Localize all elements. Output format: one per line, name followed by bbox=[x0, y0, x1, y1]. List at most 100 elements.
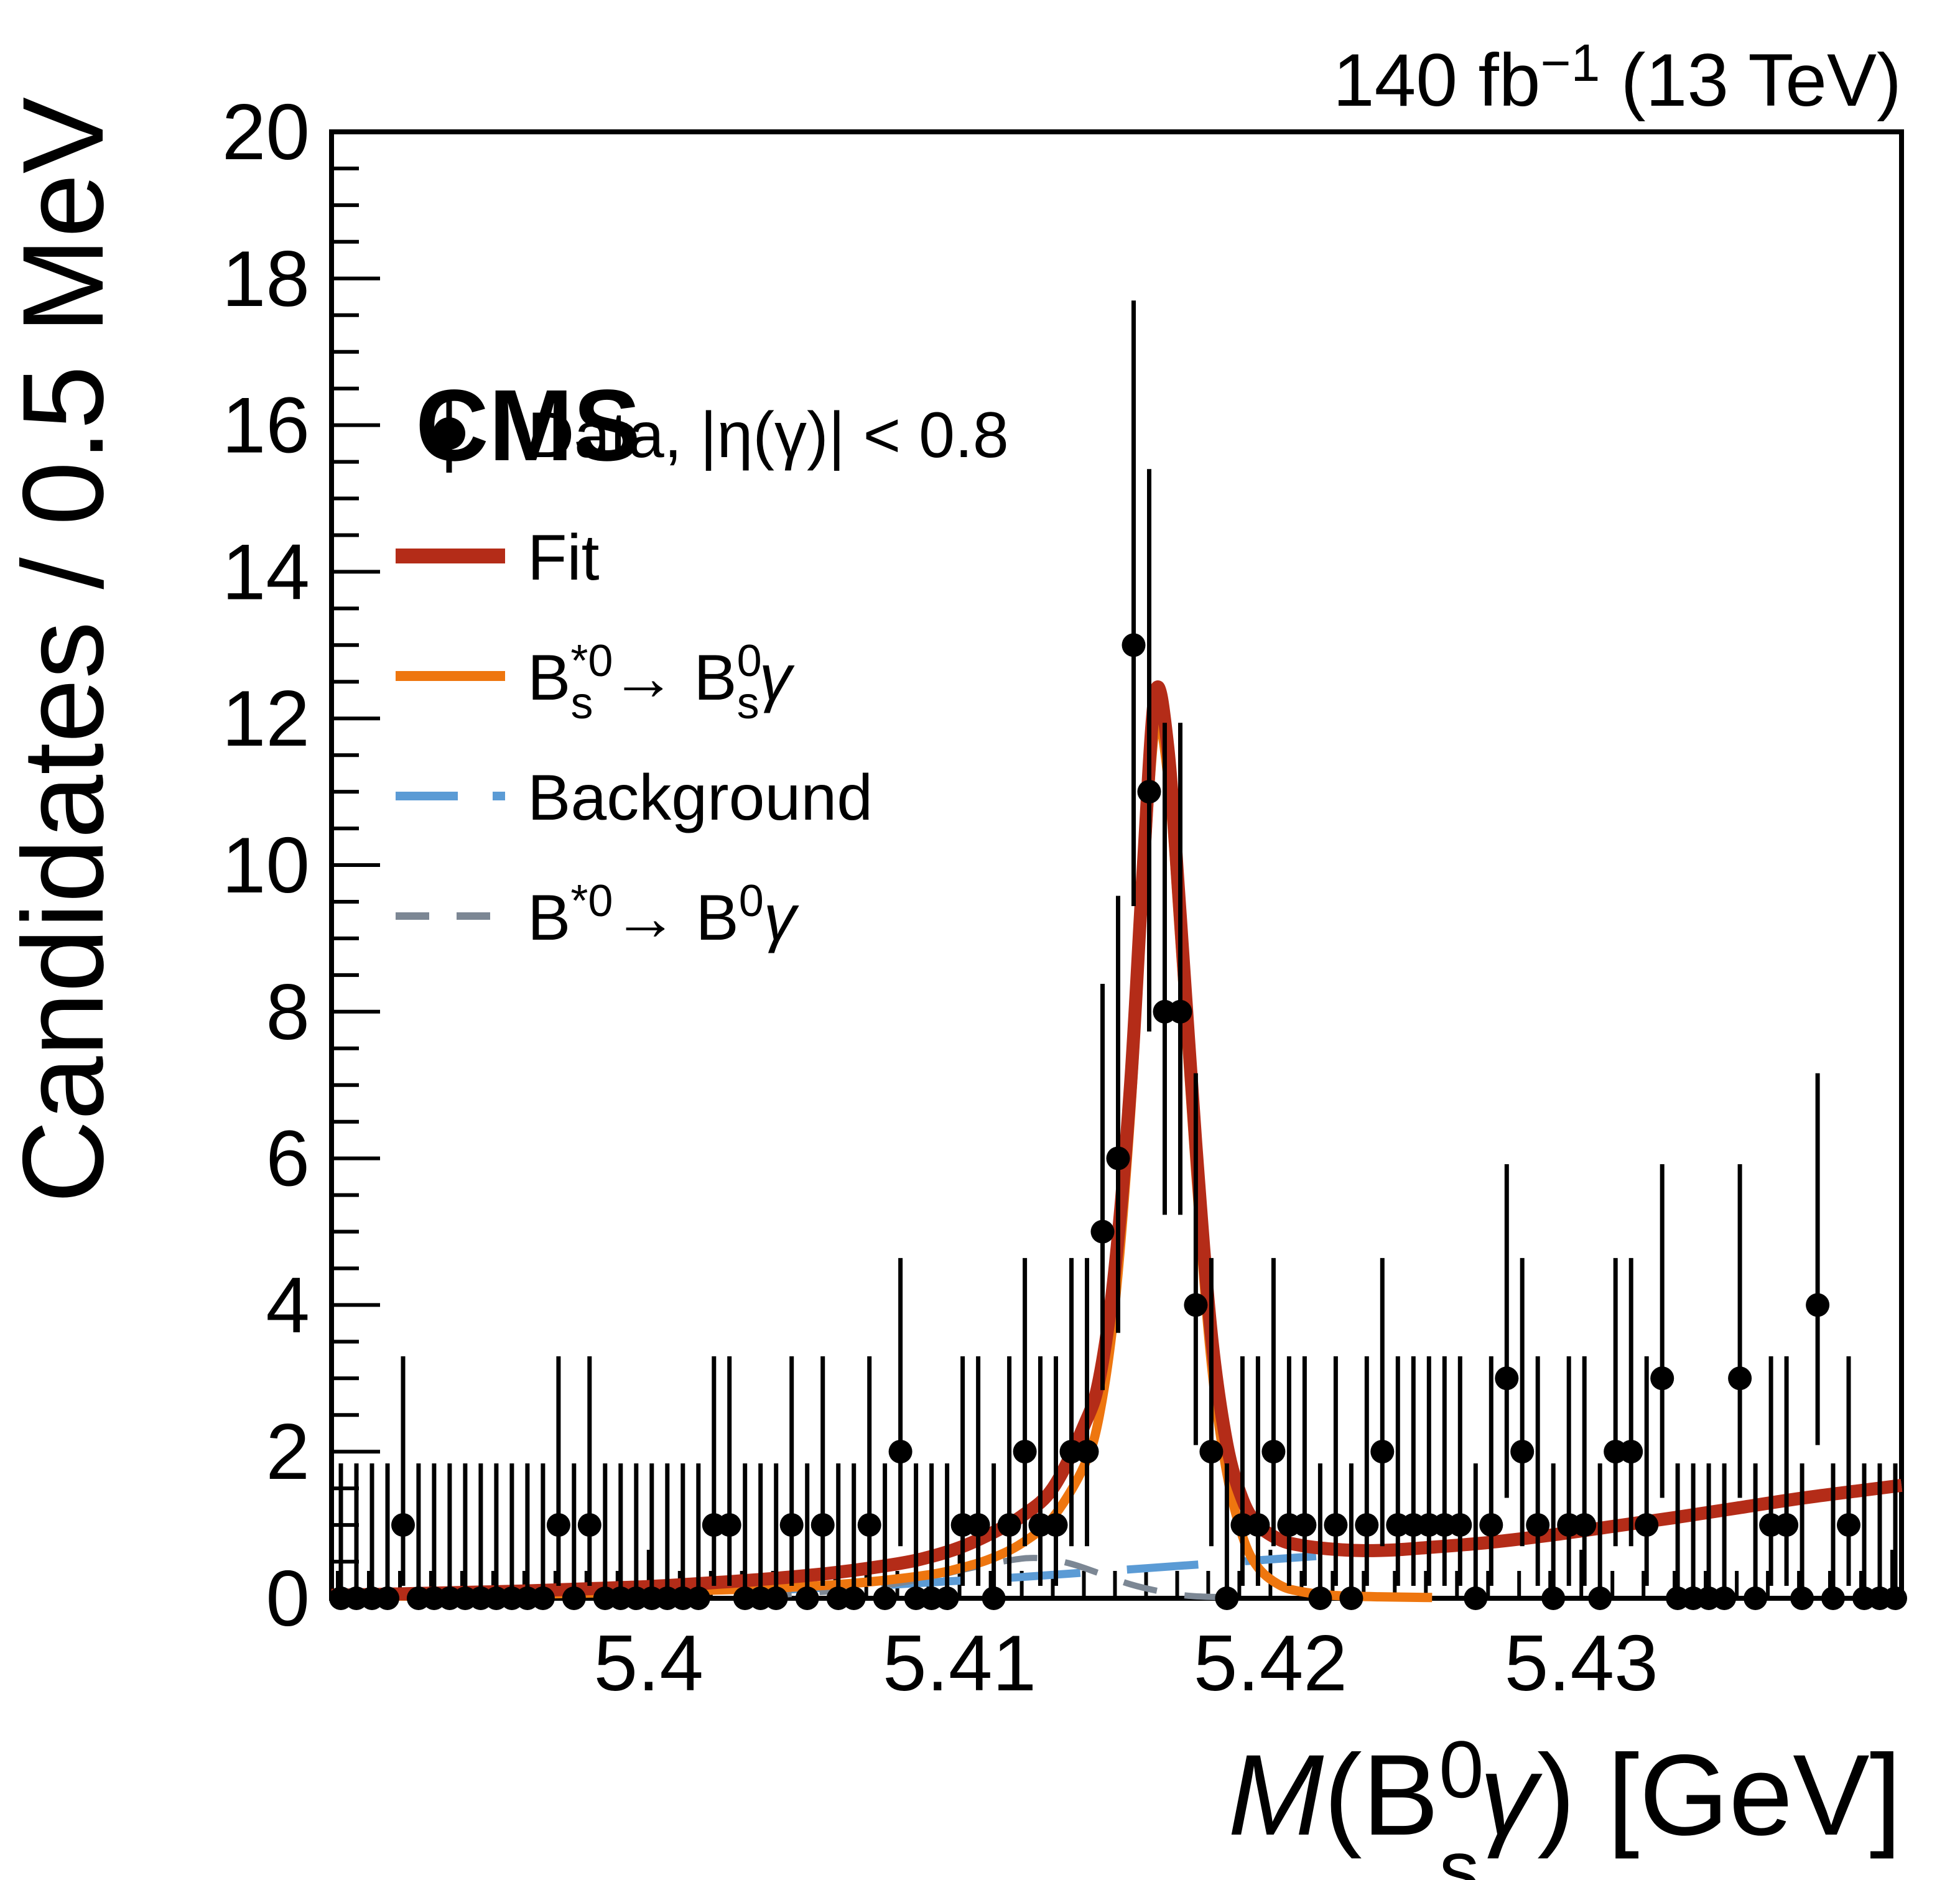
data-marker bbox=[1339, 1586, 1363, 1610]
data-marker bbox=[1495, 1366, 1519, 1391]
data-marker bbox=[1883, 1586, 1907, 1610]
legend-item-bs-signal: B*0 s → B0 sγ bbox=[396, 636, 795, 728]
y-tick-label: 18 bbox=[222, 234, 310, 323]
legend: Data, |η(γ)| < 0.8 Fit B*0 s → B0 sγ Backg… bbox=[396, 398, 1009, 954]
legend-label-data: Data, |η(γ)| < 0.8 bbox=[527, 399, 1009, 471]
bs-sup1: *0 bbox=[570, 636, 613, 686]
data-marker bbox=[764, 1586, 788, 1610]
data-marker bbox=[1199, 1440, 1224, 1464]
y-tick-label: 16 bbox=[222, 381, 310, 470]
legend-label-fit: Fit bbox=[527, 522, 600, 594]
data-marker bbox=[982, 1586, 1006, 1610]
data-marker bbox=[1588, 1586, 1612, 1610]
data-marker bbox=[1821, 1586, 1845, 1610]
data-marker bbox=[1075, 1440, 1099, 1464]
data-marker bbox=[1775, 1513, 1799, 1537]
data-marker bbox=[1106, 1146, 1130, 1170]
data-marker bbox=[1744, 1586, 1768, 1610]
data-marker bbox=[1526, 1513, 1550, 1537]
y-tick-label: 6 bbox=[266, 1114, 310, 1203]
y-tick-label: 10 bbox=[222, 821, 310, 909]
y-tick-label: 20 bbox=[222, 88, 310, 176]
data-marker bbox=[1137, 780, 1161, 804]
bd-arrow: → B bbox=[613, 882, 738, 954]
bs-arrow: → B bbox=[593, 642, 736, 714]
data-marker bbox=[1090, 1220, 1115, 1244]
data-marker bbox=[1728, 1366, 1752, 1391]
x-tick-label: 5.4 bbox=[594, 1619, 704, 1707]
bd-signal-curve bbox=[757, 1555, 1240, 1601]
bs-sub1: s bbox=[570, 678, 593, 728]
bd-base: B bbox=[527, 882, 570, 954]
data-marker bbox=[1619, 1440, 1643, 1464]
y-tick-label: 8 bbox=[266, 968, 310, 1056]
x-title-units: ) [GeV] bbox=[1537, 1731, 1902, 1859]
data-marker bbox=[1355, 1513, 1379, 1537]
data-marker bbox=[779, 1513, 804, 1537]
data-marker bbox=[1806, 1293, 1830, 1317]
bd-sup1: *0 bbox=[570, 876, 613, 926]
legend-item-fit: Fit bbox=[396, 522, 600, 594]
data-marker bbox=[795, 1586, 819, 1610]
data-marker bbox=[857, 1513, 881, 1537]
y-tick-label: 0 bbox=[266, 1554, 310, 1642]
data-marker bbox=[1572, 1513, 1597, 1537]
data-marker bbox=[1464, 1586, 1488, 1610]
x-title-superscript: 0 bbox=[1439, 1724, 1484, 1815]
bs-base: B bbox=[527, 642, 570, 714]
data-marker bbox=[1650, 1366, 1674, 1391]
legend-label-bs-signal: B*0 s → B0 sγ bbox=[527, 636, 795, 728]
y-axis-title: Candidates / 0.5 MeV bbox=[0, 97, 128, 1203]
y-tick-label: 14 bbox=[222, 527, 310, 616]
data-marker bbox=[1013, 1440, 1037, 1464]
data-marker bbox=[376, 1586, 399, 1610]
background-curve bbox=[773, 1481, 1902, 1595]
y-tick-label: 4 bbox=[266, 1261, 310, 1349]
data-marker bbox=[1712, 1586, 1737, 1610]
data-marker bbox=[1635, 1513, 1659, 1537]
x-tick-label: 5.42 bbox=[1194, 1619, 1347, 1707]
data-marker bbox=[842, 1586, 866, 1610]
data-marker bbox=[1215, 1586, 1239, 1610]
data-marker bbox=[1261, 1440, 1286, 1464]
bd-gamma: γ bbox=[764, 882, 799, 954]
x-title-subscript: s bbox=[1439, 1823, 1480, 1880]
data-marker bbox=[562, 1586, 586, 1610]
data-marker bbox=[1790, 1586, 1814, 1610]
data-marker bbox=[1510, 1440, 1535, 1464]
x-title-mass-symbol: M bbox=[1228, 1731, 1324, 1859]
data-marker bbox=[546, 1513, 570, 1537]
bs-sub2: s bbox=[737, 678, 759, 728]
bs-gamma: γ bbox=[759, 642, 795, 714]
data-marker bbox=[1168, 999, 1192, 1024]
data-marker bbox=[686, 1586, 710, 1610]
x-axis-title: M(B0 sγ) [GeV] bbox=[1228, 1724, 1902, 1880]
data-points bbox=[329, 300, 1907, 1610]
legend-item-background: Background bbox=[396, 762, 873, 834]
legend-item-bd-signal: B*0→ B0γ bbox=[396, 876, 799, 954]
x-title-gamma: γ bbox=[1480, 1731, 1543, 1859]
lumi-energy: (13 TeV) bbox=[1600, 39, 1902, 122]
x-title-open: (B bbox=[1324, 1731, 1439, 1859]
legend-item-data: Data, |η(γ)| < 0.8 bbox=[433, 398, 1009, 473]
data-marker bbox=[966, 1513, 990, 1537]
bd-sup2: 0 bbox=[739, 876, 764, 926]
legend-label-bd-signal: B*0→ B0γ bbox=[527, 876, 799, 954]
x-tick-label: 5.41 bbox=[883, 1619, 1036, 1707]
data-marker bbox=[873, 1586, 897, 1610]
data-marker bbox=[577, 1513, 601, 1537]
data-marker bbox=[1448, 1513, 1472, 1537]
data-marker bbox=[888, 1440, 913, 1464]
data-marker bbox=[1837, 1513, 1860, 1537]
data-marker bbox=[717, 1513, 741, 1537]
x-tick-label: 5.43 bbox=[1505, 1619, 1658, 1707]
data-marker bbox=[1479, 1513, 1503, 1537]
data-marker bbox=[1324, 1513, 1348, 1537]
data-marker bbox=[1370, 1440, 1395, 1464]
data-marker bbox=[935, 1586, 959, 1610]
data-marker bbox=[531, 1586, 555, 1610]
data-marker bbox=[1246, 1513, 1270, 1537]
y-tick-label: 2 bbox=[266, 1407, 310, 1496]
data-marker bbox=[1044, 1513, 1068, 1537]
